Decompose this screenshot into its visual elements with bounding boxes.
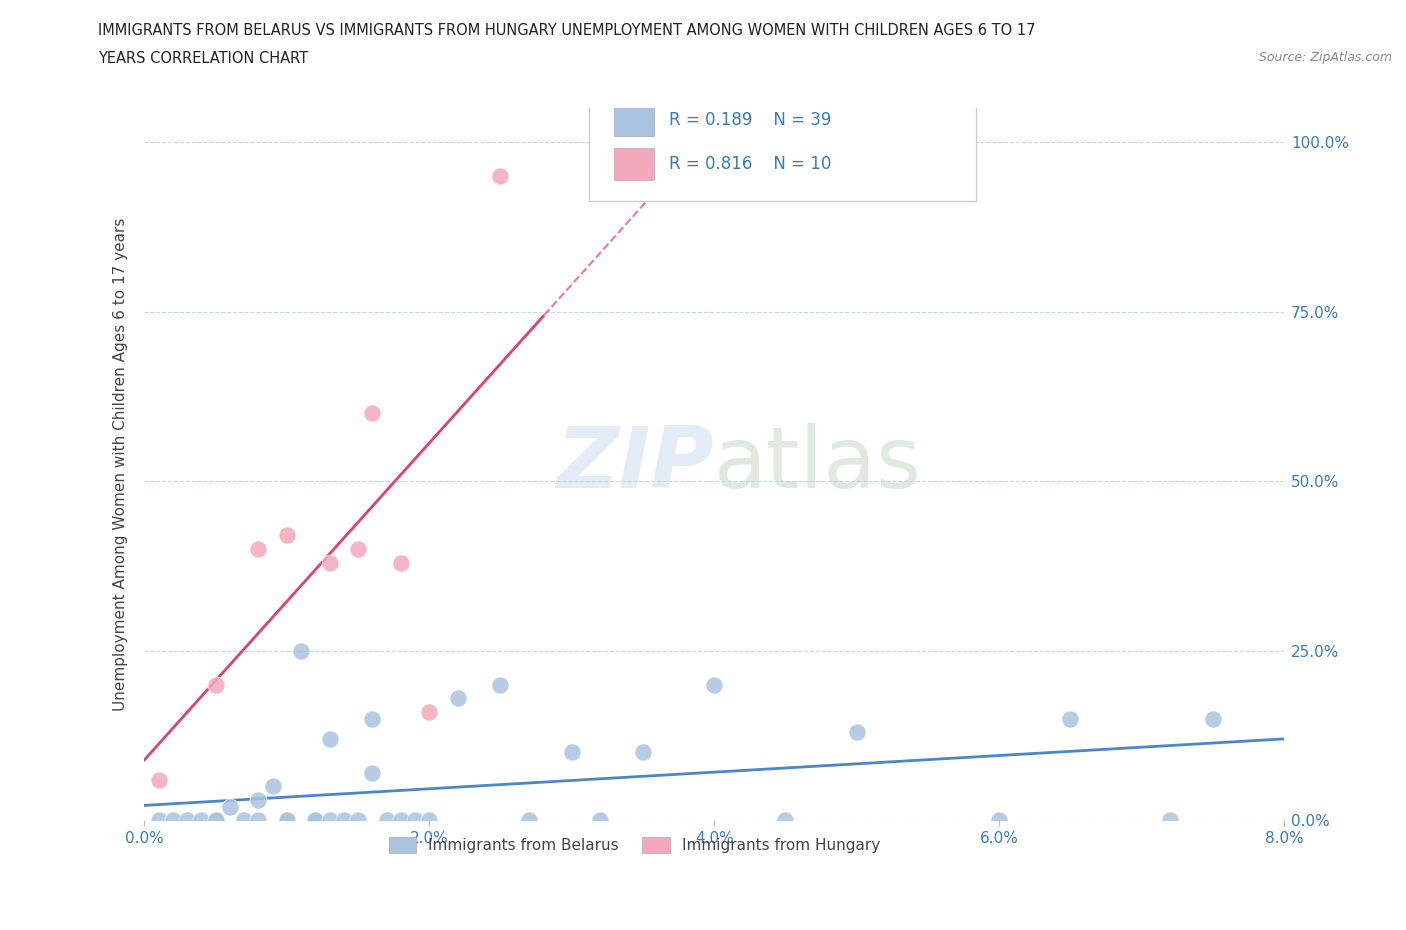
Text: R = 0.816    N = 10: R = 0.816 N = 10	[669, 154, 831, 173]
Point	[148, 772, 170, 787]
Point	[347, 541, 370, 556]
Y-axis label: Unemployment Among Women with Children Ages 6 to 17 years: Unemployment Among Women with Children A…	[114, 218, 128, 711]
Point	[418, 704, 440, 719]
Point	[247, 813, 270, 828]
Point	[517, 813, 540, 828]
Point	[1159, 813, 1181, 828]
Point	[1201, 711, 1223, 726]
Point	[204, 813, 226, 828]
Point	[247, 541, 270, 556]
Text: IMMIGRANTS FROM BELARUS VS IMMIGRANTS FROM HUNGARY UNEMPLOYMENT AMONG WOMEN WITH: IMMIGRANTS FROM BELARUS VS IMMIGRANTS FR…	[98, 23, 1036, 38]
Point	[333, 813, 356, 828]
Point	[148, 813, 170, 828]
Point	[361, 765, 384, 780]
Point	[347, 813, 370, 828]
Point	[404, 813, 426, 828]
FancyBboxPatch shape	[589, 94, 976, 201]
Point	[631, 745, 654, 760]
Point	[204, 677, 226, 692]
Point	[276, 528, 298, 543]
Text: atlas: atlas	[714, 422, 922, 506]
Point	[190, 813, 212, 828]
Text: Source: ZipAtlas.com: Source: ZipAtlas.com	[1258, 51, 1392, 64]
Text: R = 0.189    N = 39: R = 0.189 N = 39	[669, 111, 831, 129]
Point	[218, 799, 240, 814]
Point	[418, 813, 440, 828]
Point	[233, 813, 256, 828]
Bar	[614, 104, 654, 136]
Point	[988, 813, 1011, 828]
Point	[361, 711, 384, 726]
Point	[845, 724, 868, 739]
Point	[361, 405, 384, 420]
Point	[389, 813, 412, 828]
Point	[262, 779, 284, 794]
Point	[561, 745, 583, 760]
Point	[318, 732, 340, 747]
Point	[447, 691, 470, 706]
Point	[375, 813, 398, 828]
Point	[304, 813, 326, 828]
Point	[276, 813, 298, 828]
Point	[162, 813, 184, 828]
Text: ZIP: ZIP	[557, 422, 714, 506]
Point	[389, 555, 412, 570]
Point	[703, 677, 725, 692]
Point	[247, 792, 270, 807]
Point	[318, 555, 340, 570]
Legend: Immigrants from Belarus, Immigrants from Hungary: Immigrants from Belarus, Immigrants from…	[382, 830, 886, 859]
Point	[775, 813, 797, 828]
Text: YEARS CORRELATION CHART: YEARS CORRELATION CHART	[98, 51, 308, 66]
Point	[204, 813, 226, 828]
Point	[489, 677, 512, 692]
Point	[1059, 711, 1081, 726]
Point	[489, 168, 512, 183]
Point	[318, 813, 340, 828]
Point	[589, 813, 612, 828]
Point	[304, 813, 326, 828]
Bar	[614, 148, 654, 179]
Point	[176, 813, 198, 828]
Point	[276, 813, 298, 828]
Point	[290, 644, 312, 658]
